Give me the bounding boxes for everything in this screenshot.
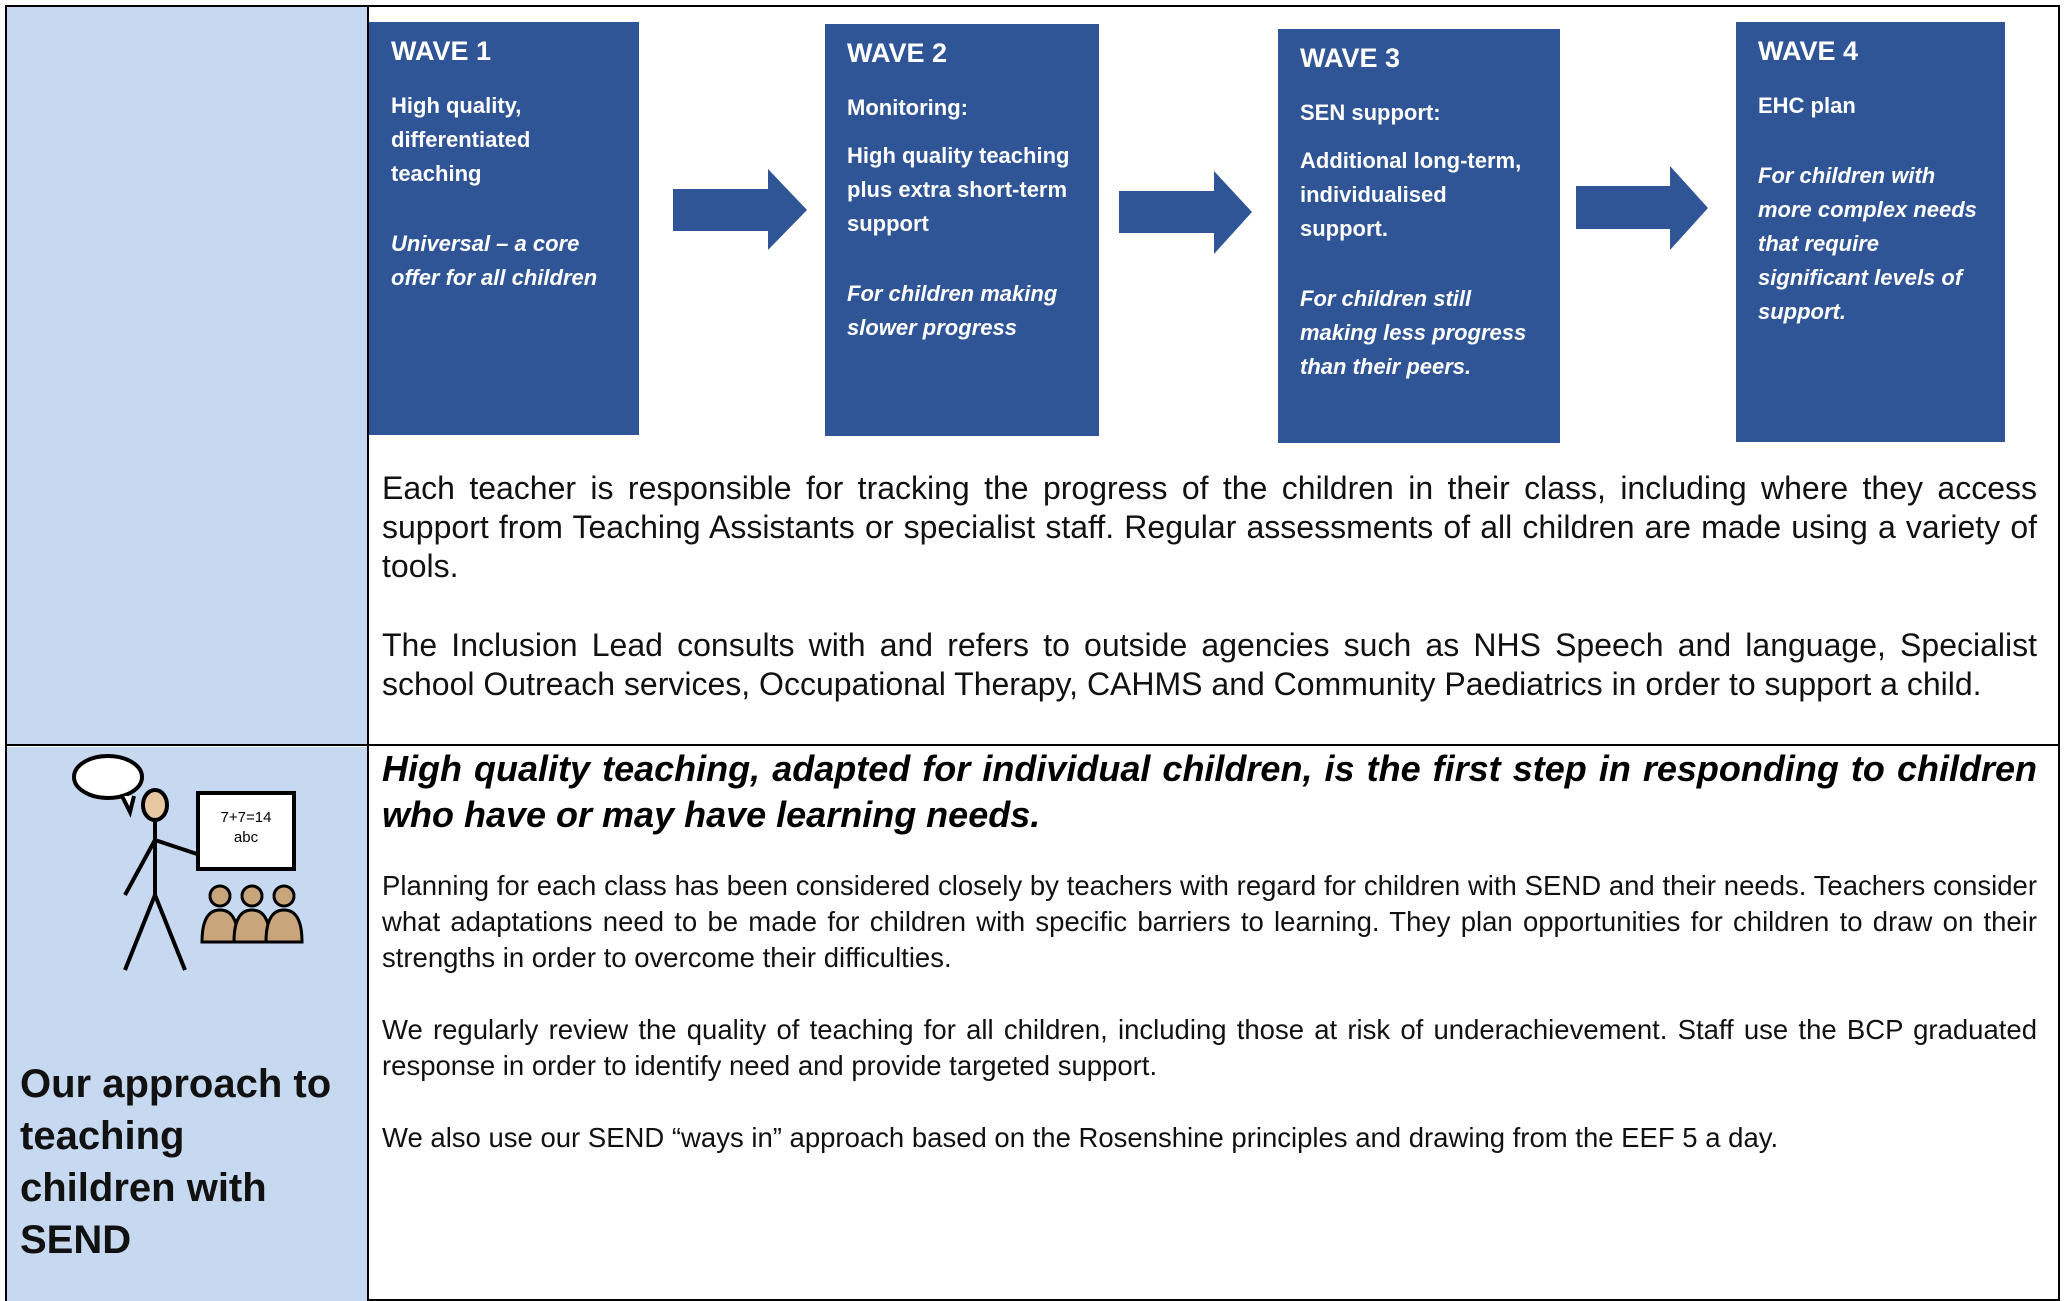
wave-title: WAVE 2	[847, 38, 948, 68]
wave-item: High quality, differentiated teaching	[391, 93, 531, 186]
left-cell	[7, 747, 367, 1301]
wave-box: WAVE 4 EHC plan For children with more com…	[1736, 22, 2005, 442]
paragraph: Planning for each class has been conside…	[382, 870, 2037, 973]
paragraph: We regularly review the quality of teach…	[382, 1014, 2037, 1081]
row-label: Our approach to teaching children with S…	[20, 1062, 332, 1262]
arrow	[1119, 171, 1252, 254]
wave-note: For children still making less progress …	[1300, 286, 1527, 379]
arrows	[673, 166, 1708, 254]
row2-text: High quality teaching, adapted for indiv…	[382, 746, 2037, 1192]
left-cell	[7, 7, 367, 745]
wave-item: EHC plan	[1758, 93, 1856, 118]
row1-text: Each teacher is responsible for tracking…	[382, 469, 2037, 744]
column-divider	[367, 5, 369, 1301]
table-border	[5, 5, 2060, 1301]
heading: High quality teaching, adapted for indiv…	[382, 748, 2037, 835]
arrow	[1576, 166, 1708, 250]
wave-note: Universal – a core offer for all childre…	[391, 231, 598, 290]
wave-item: Additional long-term, individualised sup…	[1300, 148, 1522, 241]
wave-item: High quality teaching plus extra short-t…	[847, 143, 1070, 236]
paragraph: We also use our SEND “ways in” approach …	[382, 1122, 1779, 1153]
wave-title: WAVE 3	[1300, 43, 1401, 73]
board-text: 7+7=14	[221, 809, 272, 826]
row-divider	[5, 744, 2060, 746]
arrow	[673, 169, 807, 250]
wave-note: For children making slower progress	[847, 281, 1058, 340]
wave-box: WAVE 1 High quality, differentiated teach…	[369, 22, 639, 435]
teaching-icon: 7+7=14 abc	[72, 754, 304, 971]
wave-item: SEN support:	[1300, 100, 1441, 125]
wave-note: For children with more complex needs tha…	[1758, 163, 1977, 324]
wave-box: WAVE 3 SEN support: Additional long-term, …	[1278, 29, 1560, 443]
paragraph: Each teacher is responsible for tracking…	[382, 470, 2037, 584]
wave-box: WAVE 2 Monitoring: High quality teaching p…	[825, 24, 1099, 436]
wave-title: WAVE 1	[391, 36, 492, 66]
board-text: abc	[234, 829, 259, 846]
paragraph: The Inclusion Lead consults with and ref…	[382, 627, 2037, 702]
wave-item: Monitoring:	[847, 95, 968, 120]
wave-title: WAVE 4	[1758, 36, 1859, 66]
